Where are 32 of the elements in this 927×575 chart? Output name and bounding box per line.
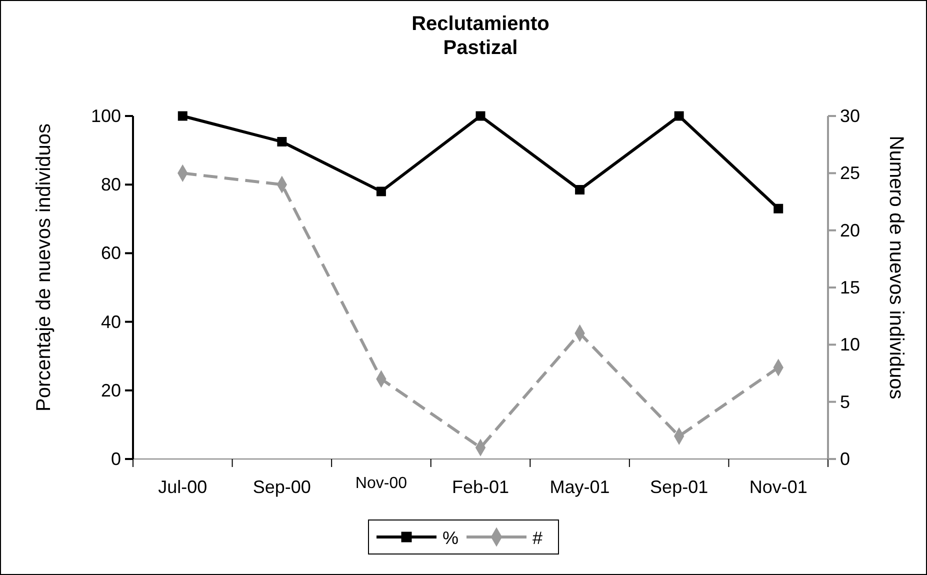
x-tick-label: Sep-01 — [650, 477, 708, 497]
point — [774, 204, 784, 214]
point — [674, 111, 684, 121]
y-tick-label: 60 — [100, 243, 121, 264]
legend-label: % — [442, 528, 459, 548]
y-tick-label: 0 — [110, 449, 121, 469]
x-tick-label: Jul-00 — [158, 477, 208, 497]
y2-tick-label: 20 — [840, 220, 860, 240]
y2-tick-label: 5 — [840, 392, 850, 412]
legend-label: # — [532, 528, 543, 548]
y2-tick-label: 25 — [840, 163, 860, 184]
y-tick-label: 100 — [90, 106, 121, 126]
chart-title: Reclutamiento Pastizal — [412, 13, 550, 59]
y-axis-title: Porcentaje de nuevos individuos — [33, 124, 55, 412]
y-tick-label: 80 — [100, 174, 121, 195]
x-tick-label: Nov-00 — [355, 475, 408, 492]
y2-tick-label: 10 — [840, 334, 860, 355]
x-tick-label: May-01 — [550, 477, 610, 497]
point — [376, 186, 386, 196]
x-tick-label: Sep-00 — [252, 477, 311, 497]
y2-tick-label: 30 — [840, 106, 860, 126]
y-tick-label: 40 — [100, 312, 121, 332]
point — [178, 111, 188, 121]
y2-axis-title: Numero de nuevos individuos — [885, 136, 907, 400]
point — [277, 136, 287, 146]
point — [476, 111, 486, 121]
y-tick-label: 20 — [100, 380, 121, 400]
y2-tick-label: 0 — [840, 449, 850, 469]
point — [575, 185, 585, 194]
x-tick-label: Feb-01 — [452, 477, 510, 497]
x-tick-label: Nov-01 — [749, 477, 808, 497]
y2-tick-label: 15 — [840, 278, 860, 298]
